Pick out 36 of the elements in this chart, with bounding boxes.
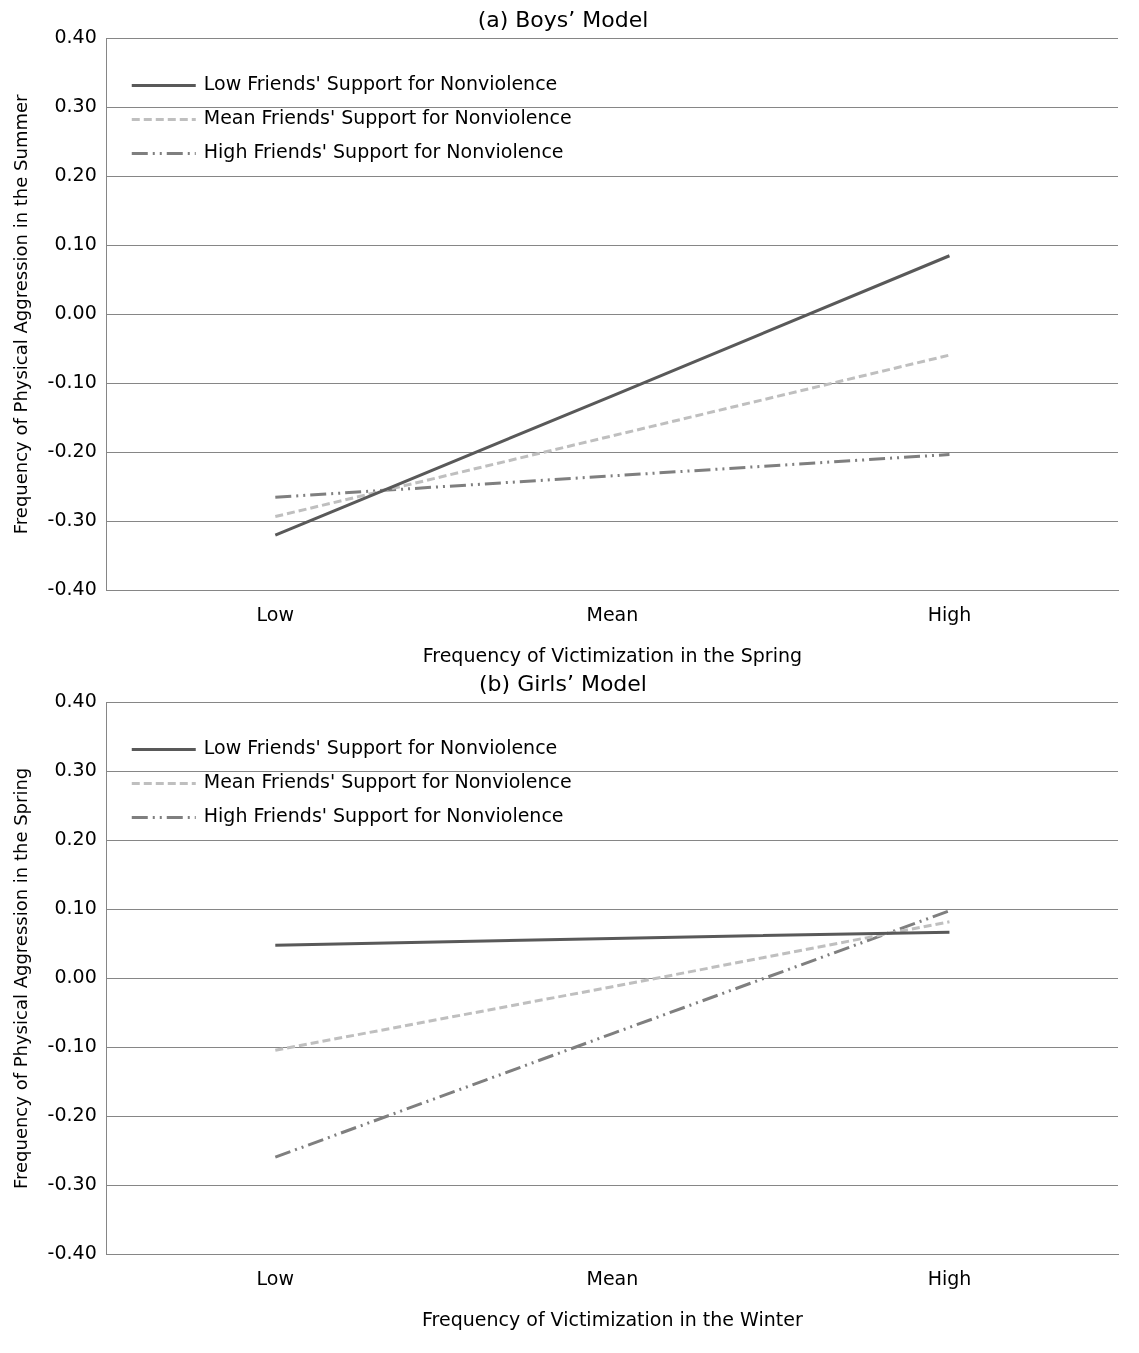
y-tick-label: 0.00 (54, 301, 97, 324)
y-tick-label: 0.30 (54, 94, 97, 117)
x-tick-label: Low (256, 602, 295, 625)
y-tick-label: -0.10 (47, 1034, 97, 1057)
legend-label: Mean Friends' Support for Nonviolence (203, 106, 572, 129)
x-tick-label: Mean (586, 602, 639, 625)
legend-label: High Friends' Support for Nonviolence (203, 140, 564, 163)
y-tick-label: -0.20 (47, 1103, 97, 1126)
x-tick-label: High (927, 602, 972, 625)
chart-title: (a) Boys’ Model (477, 6, 649, 32)
legend-label: Low Friends' Support for Nonviolence (203, 736, 558, 759)
x-tick-label: Mean (586, 1266, 639, 1289)
y-tick-label: 0.10 (54, 896, 97, 919)
legend-label: High Friends' Support for Nonviolence (203, 804, 564, 827)
x-tick-label: High (927, 1266, 972, 1289)
y-tick-label: 0.10 (54, 232, 97, 255)
y-tick-label: -0.20 (47, 439, 97, 462)
legend-label: Low Friends' Support for Nonviolence (203, 72, 558, 95)
y-tick-label: 0.40 (54, 689, 97, 712)
y-tick-label: 0.30 (54, 758, 97, 781)
chart-title: (b) Girls’ Model (479, 670, 647, 696)
y-axis-title: Frequency of Physical Aggression in the Summer (10, 93, 32, 535)
y-tick-label: 0.20 (54, 827, 97, 850)
y-tick-label: 0.00 (54, 965, 97, 988)
x-axis-title: Frequency of Victimization in the Winter (422, 1307, 803, 1330)
y-tick-label: 0.20 (54, 163, 97, 186)
y-tick-label: -0.40 (47, 577, 97, 600)
y-tick-label: -0.30 (47, 1172, 97, 1195)
x-axis-title: Frequency of Victimization in the Spring (422, 643, 803, 666)
y-tick-label: -0.10 (47, 370, 97, 393)
y-tick-label: 0.40 (54, 25, 97, 48)
y-tick-label: -0.30 (47, 508, 97, 531)
y-axis-title: Frequency of Physical Aggression in the Spring (10, 767, 32, 1190)
x-tick-label: Low (256, 1266, 295, 1289)
y-tick-label: -0.40 (47, 1241, 97, 1264)
legend-label: Mean Friends' Support for Nonviolence (203, 770, 572, 793)
